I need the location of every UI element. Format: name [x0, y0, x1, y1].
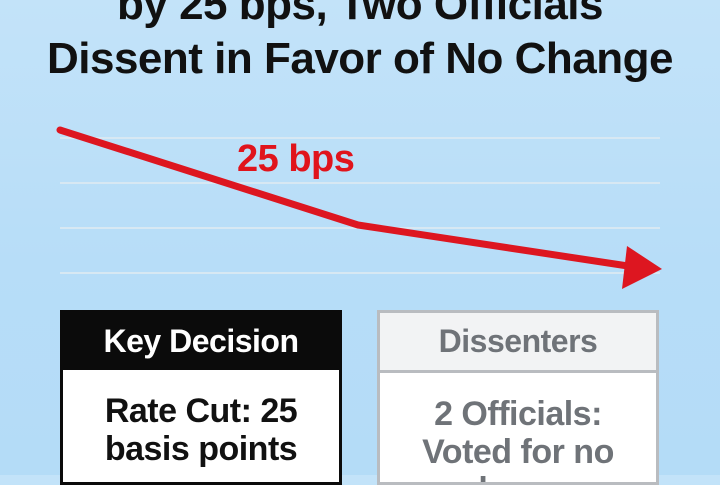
- key-decision-line-2: basis points: [63, 430, 339, 468]
- key-decision-card: Key Decision Rate Cut: 25 basis points: [60, 310, 342, 485]
- dissenters-line-3: change: [380, 471, 656, 485]
- arrow-head-icon: [622, 246, 662, 289]
- dissenters-body: 2 Officials: Voted for no change: [380, 373, 656, 485]
- dissenters-line-1: 2 Officials:: [380, 395, 656, 433]
- key-decision-body: Rate Cut: 25 basis points: [63, 370, 339, 468]
- dissenters-title: Dissenters: [380, 313, 656, 373]
- chart-label: 25 bps: [237, 138, 354, 180]
- key-decision-line-1: Rate Cut: 25: [63, 392, 339, 430]
- key-decision-title: Key Decision: [63, 313, 339, 370]
- dissenters-card: Dissenters 2 Officials: Voted for no cha…: [377, 310, 659, 485]
- dissenters-line-2: Voted for no: [380, 433, 656, 471]
